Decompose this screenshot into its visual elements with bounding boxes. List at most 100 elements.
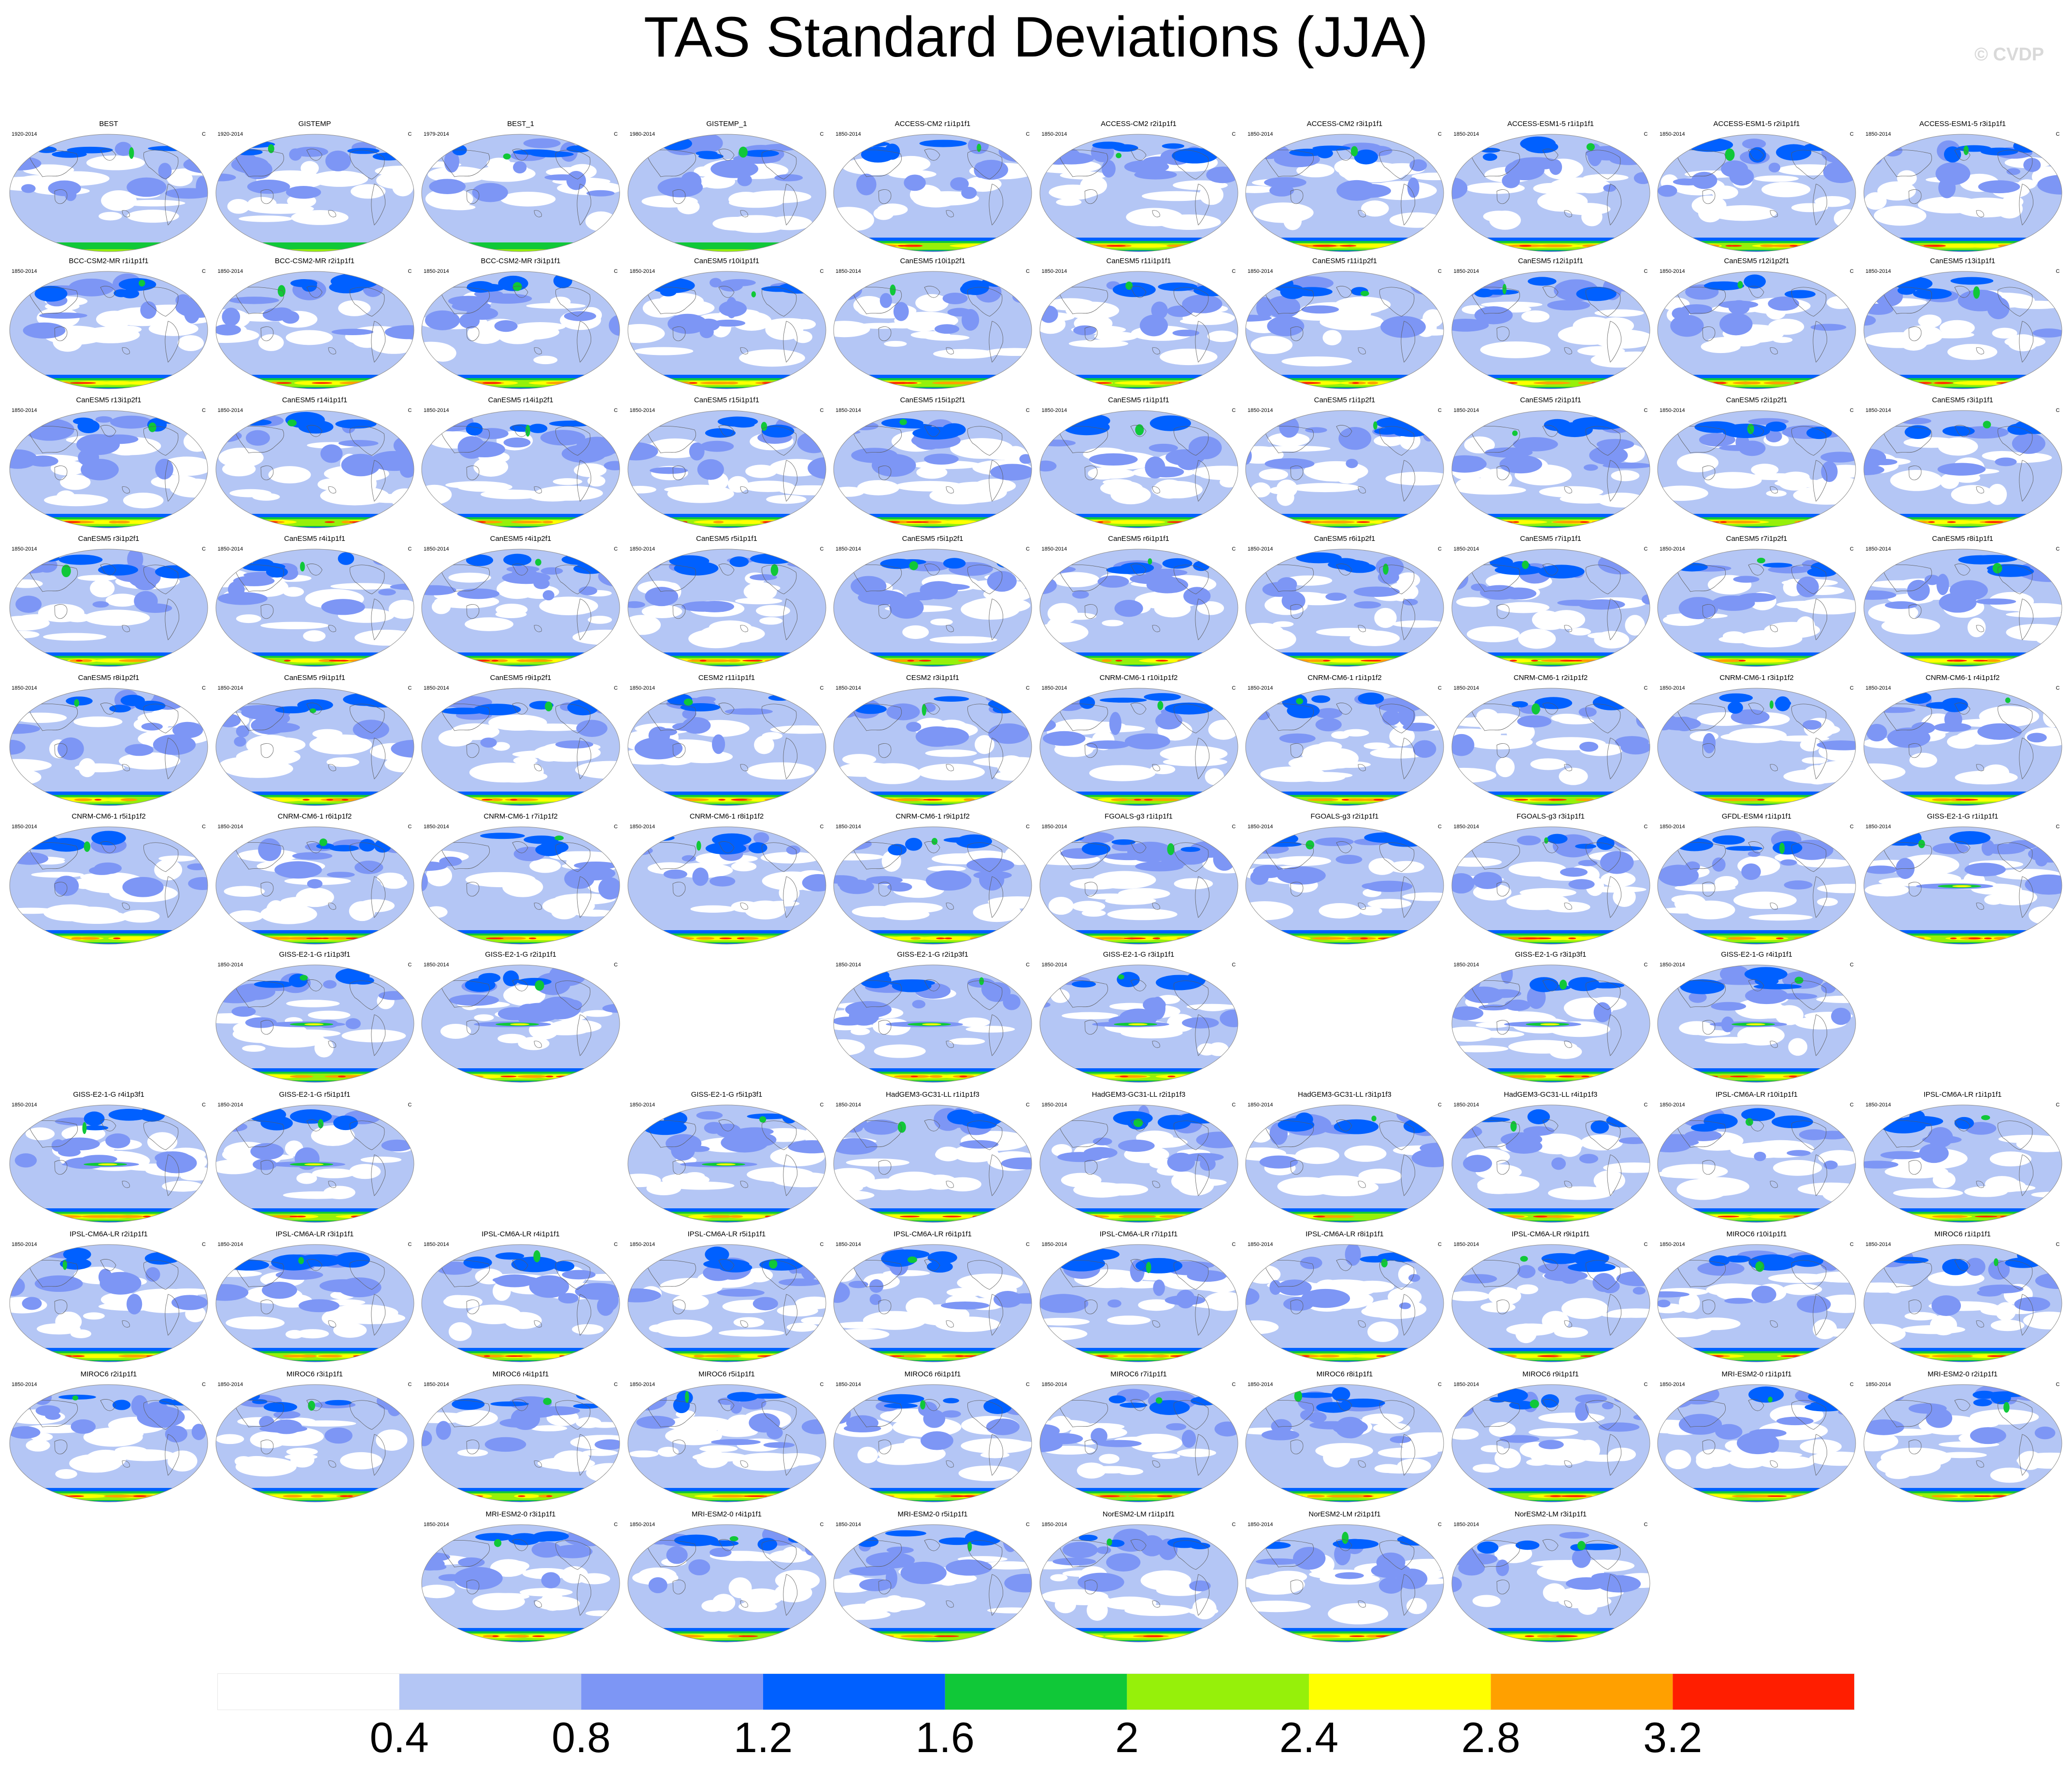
panel-period: 1850-2014	[629, 269, 655, 274]
panel-units: C	[820, 1242, 824, 1247]
panel-period: 1850-2014	[836, 1522, 861, 1528]
panel-period: 1850-2014	[424, 1522, 449, 1528]
panel-period: 1850-2014	[1865, 685, 1891, 691]
map-panel: MIROC6 r1i1p1f1 1850-2014 C	[1860, 1230, 2066, 1368]
map-panel: CanESM5 r5i1p1f1 1850-2014 C	[624, 535, 830, 672]
panel-title: MRI-ESM2-0 r2i1p1f1	[1927, 1370, 1998, 1378]
world-map	[1039, 1244, 1238, 1362]
map-panel: GISS-E2-1-G r5i1p1f1 1850-2014 C	[212, 1090, 418, 1228]
panel-units: C	[202, 546, 206, 552]
colorbar-swatch	[945, 1673, 1127, 1710]
world-map	[1657, 549, 1856, 667]
panel-period: 1850-2014	[1248, 1522, 1273, 1528]
panel-title: IPSL-CM6A-LR r6i1p1f1	[894, 1230, 972, 1238]
map-panel: CanESM5 r9i1p1f1 1850-2014 C	[212, 674, 418, 811]
world-map	[1451, 826, 1650, 945]
panel-title: CanESM5 r3i1p2f1	[78, 535, 140, 543]
panel-units: C	[614, 1522, 618, 1528]
panel-period: 1920-2014	[217, 131, 243, 137]
panel-period: 1850-2014	[836, 824, 861, 830]
panel-units: C	[614, 269, 618, 274]
world-map	[833, 410, 1032, 528]
map-panel: NorESM2-LM r3i1p1f1 1850-2014 C	[1448, 1510, 1654, 1648]
panel-units: C	[820, 1102, 824, 1108]
map-panel: CanESM5 r2i1p2f1 1850-2014 C	[1654, 396, 1859, 534]
map-panel: GISS-E2-1-G r4i1p3f1 1850-2014 C	[6, 1090, 212, 1228]
panel-period: 1850-2014	[1660, 824, 1685, 830]
world-map	[421, 964, 620, 1083]
panel-title: GISS-E2-1-G r2i1p3f1	[897, 950, 968, 959]
panel-period: 1850-2014	[1865, 408, 1891, 413]
panel-title: GISTEMP_1	[706, 120, 747, 128]
panel-period: 1850-2014	[217, 1102, 243, 1108]
world-map	[1863, 134, 2062, 252]
map-panel-grid: BEST 1920-2014 C GISTEMP 1920-2014 C BEST_1 197…	[6, 120, 2066, 1648]
panel-units: C	[614, 824, 618, 830]
panel-title: HadGEM3-GC31-LL r4i1p1f3	[1504, 1090, 1598, 1099]
world-map	[421, 1524, 620, 1642]
panel-units: C	[2056, 269, 2060, 274]
colorbar	[217, 1673, 1855, 1710]
panel-period: 1850-2014	[1248, 408, 1273, 413]
map-panel: GISS-E2-1-G r3i1p3f1 1850-2014 C	[1448, 950, 1654, 1088]
world-map	[421, 134, 620, 252]
panel-title: CNRM-CM6-1 r5i1p1f2	[71, 812, 146, 821]
panel-title: IPSL-CM6A-LR r3i1p1f1	[275, 1230, 354, 1238]
world-map	[1657, 964, 1856, 1083]
map-panel: MIROC6 r6i1p1f1 1850-2014 C	[830, 1370, 1036, 1508]
map-panel: CNRM-CM6-1 r8i1p1f2 1850-2014 C	[624, 812, 830, 950]
world-map	[9, 271, 208, 389]
panel-period: 1850-2014	[836, 1242, 861, 1247]
panel-period: 1850-2014	[12, 1382, 37, 1387]
map-panel: BEST 1920-2014 C	[6, 120, 212, 257]
map-panel: MRI-ESM2-0 r1i1p1f1 1850-2014 C	[1654, 1370, 1859, 1508]
world-map	[1039, 964, 1238, 1083]
world-map	[421, 271, 620, 389]
world-map	[9, 1244, 208, 1362]
panel-period: 1850-2014	[836, 685, 861, 691]
panel-title: ACCESS-ESM1-5 r2i1p1f1	[1713, 120, 1800, 128]
map-panel: IPSL-CM6A-LR r8i1p1f1 1850-2014 C	[1242, 1230, 1448, 1368]
panel-title: CNRM-CM6-1 r1i1p1f2	[1307, 674, 1382, 682]
map-panel: ACCESS-CM2 r1i1p1f1 1850-2014 C	[830, 120, 1036, 257]
panel-period: 1850-2014	[217, 962, 243, 968]
panel-units: C	[1850, 546, 1854, 552]
panel-title: IPSL-CM6A-LR r9i1p1f1	[1511, 1230, 1590, 1238]
world-map	[215, 410, 414, 528]
panel-period: 1850-2014	[1453, 269, 1479, 274]
panel-period: 1850-2014	[1041, 1522, 1067, 1528]
panel-period: 1850-2014	[12, 1102, 37, 1108]
panel-units: C	[1026, 408, 1030, 413]
panel-units: C	[202, 1242, 206, 1247]
map-panel: MIROC6 r8i1p1f1 1850-2014 C	[1242, 1370, 1448, 1508]
panel-units: C	[1026, 824, 1030, 830]
panel-units: C	[1232, 824, 1236, 830]
colorbar-swatch	[217, 1673, 399, 1710]
panel-units: C	[2056, 1242, 2060, 1247]
panel-period: 1850-2014	[1248, 1102, 1273, 1108]
panel-period: 1850-2014	[1660, 962, 1685, 968]
panel-units: C	[1232, 1102, 1236, 1108]
panel-units: C	[408, 824, 412, 830]
world-map	[1657, 826, 1856, 945]
panel-period: 1850-2014	[629, 1242, 655, 1247]
panel-units: C	[408, 685, 412, 691]
colorbar-tick-label: 2	[1115, 1713, 1139, 1761]
panel-period: 1850-2014	[12, 824, 37, 830]
panel-title: CNRM-CM6-1 r7i1p1f2	[483, 812, 558, 821]
panel-title: CNRM-CM6-1 r6i1p1f2	[277, 812, 352, 821]
panel-period: 1850-2014	[836, 962, 861, 968]
panel-title: BCC-CSM2-MR r3i1p1f1	[481, 257, 561, 265]
panel-units: C	[202, 1382, 206, 1387]
panel-period: 1850-2014	[1248, 546, 1273, 552]
panel-title: CanESM5 r15i1p1f1	[694, 396, 760, 404]
panel-title: IPSL-CM6A-LR r1i1p1f1	[1923, 1090, 2002, 1099]
panel-units: C	[820, 824, 824, 830]
world-map	[833, 271, 1032, 389]
panel-period: 1850-2014	[1041, 546, 1067, 552]
world-map	[9, 1104, 208, 1223]
panel-units: C	[2056, 408, 2060, 413]
panel-period: 1850-2014	[629, 408, 655, 413]
panel-title: MIROC6 r4i1p1f1	[492, 1370, 549, 1378]
panel-title: ACCESS-CM2 r1i1p1f1	[894, 120, 971, 128]
